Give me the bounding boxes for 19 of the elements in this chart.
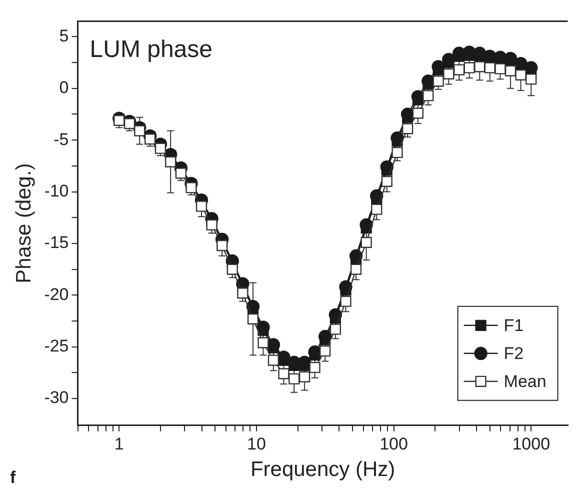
annotation: LUM phase	[90, 36, 213, 64]
y-tick-label: -25	[44, 336, 69, 356]
y-tick-label: 5	[59, 26, 69, 46]
y-axis-title: Phase (deg.)	[12, 163, 36, 284]
y-tick-label: -20	[44, 284, 69, 304]
legend-label: Mean	[504, 372, 546, 392]
y-tick-label: -10	[44, 181, 69, 200]
y-tick-label: -5	[54, 130, 69, 149]
x-tick-label: 100	[380, 434, 408, 454]
text: f	[10, 468, 16, 487]
x-tick-label: 1000	[512, 434, 550, 454]
y-tick-label: -15	[44, 233, 69, 252]
legend-label: F1	[504, 316, 524, 336]
x-tick-label: 1	[114, 434, 124, 454]
y-tick-label: -30	[44, 388, 69, 408]
legend-label: F2	[504, 344, 524, 364]
x-tick-label: 10	[246, 434, 266, 454]
y-tick-label: 0	[59, 78, 69, 98]
x-axis-title: Frequency (Hz)	[250, 458, 396, 482]
